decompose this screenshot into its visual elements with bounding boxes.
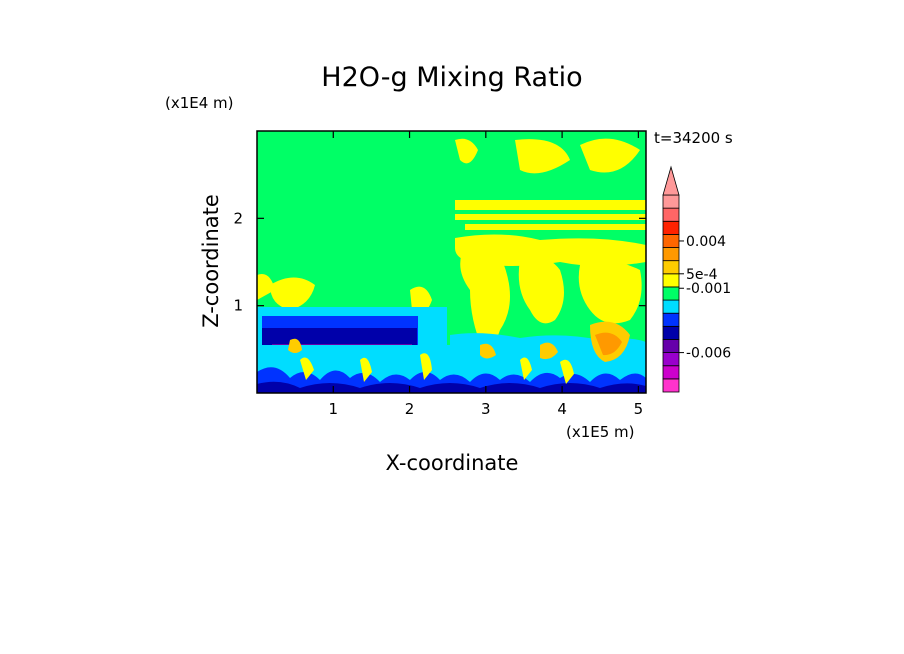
colorbar-swatch bbox=[662, 352, 680, 367]
x-tick-label: 1 bbox=[329, 400, 339, 418]
colorbar-swatch bbox=[662, 325, 680, 340]
colorbar-swatch bbox=[662, 312, 680, 327]
y-tick-label: 1 bbox=[233, 297, 243, 315]
x-axis-label: X-coordinate bbox=[386, 451, 519, 475]
colorbar-swatch bbox=[662, 339, 680, 354]
colorbar-swatch bbox=[662, 220, 680, 235]
x-tick-label: 2 bbox=[405, 400, 415, 418]
x-multiplier-label: (x1E5 m) bbox=[566, 423, 635, 441]
plot-frame bbox=[256, 130, 647, 394]
colorbar-extend-arrow bbox=[662, 165, 680, 196]
colorbar-label: -0.006 bbox=[686, 346, 731, 362]
heatmap-field bbox=[257, 131, 646, 393]
x-axis: 1 2 3 4 5 bbox=[329, 131, 644, 418]
colorbar-label: -0.001 bbox=[686, 281, 731, 297]
colorbar-label: 5e-4 bbox=[686, 267, 718, 283]
colorbar-swatch bbox=[662, 299, 680, 314]
colorbar-swatch bbox=[662, 286, 680, 301]
y-multiplier-label: (x1E4 m) bbox=[165, 94, 234, 112]
y-tick-label: 2 bbox=[233, 209, 243, 227]
colorbar-swatch bbox=[662, 233, 680, 248]
x-tick-label: 3 bbox=[481, 400, 491, 418]
chart-title: H2O-g Mixing Ratio bbox=[321, 62, 582, 93]
y-axis-label: Z-coordinate bbox=[199, 194, 223, 328]
colorbar: 0.004 5e-4-0.001 -0.006 bbox=[662, 165, 731, 393]
colorbar-swatch bbox=[662, 365, 680, 380]
y-axis: 12 bbox=[233, 209, 646, 315]
colorbar-swatch bbox=[662, 194, 680, 209]
x-tick-label: 5 bbox=[634, 400, 644, 418]
colorbar-swatch bbox=[662, 260, 680, 275]
x-tick-label: 4 bbox=[557, 400, 567, 418]
colorbar-label: 0.004 bbox=[686, 234, 726, 250]
colorbar-swatch bbox=[662, 207, 680, 222]
colorbar-swatch bbox=[662, 247, 680, 262]
time-label: t=34200 s bbox=[654, 129, 733, 147]
colorbar-swatch bbox=[662, 273, 680, 288]
colorbar-swatch bbox=[662, 378, 680, 393]
